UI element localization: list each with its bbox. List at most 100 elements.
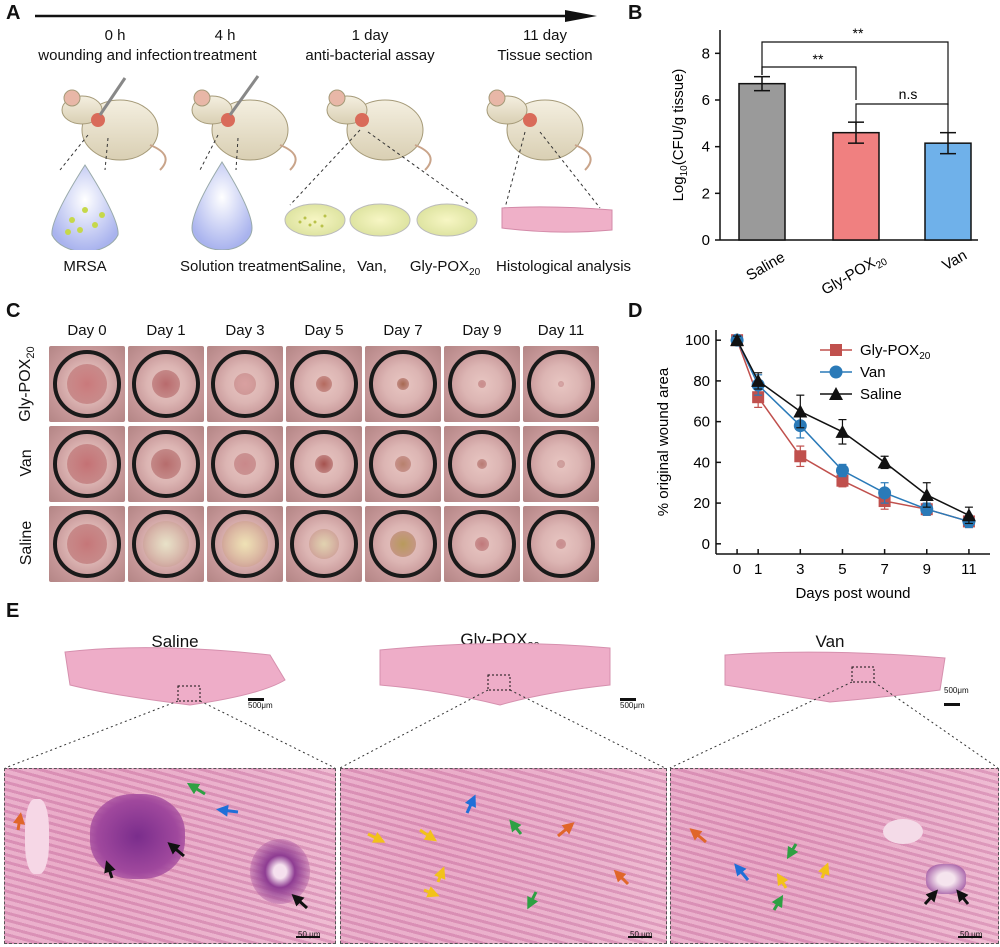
wound-area [234, 373, 256, 395]
overview-gly [379, 642, 611, 706]
arrow-blue [465, 794, 476, 814]
timeline-arrow [35, 10, 597, 22]
splint-ring [132, 510, 200, 578]
mouse-illustrations [51, 75, 613, 250]
wound-photo [365, 346, 441, 422]
sig-bracket [855, 103, 949, 132]
scale-zoom-van: 50 μm [960, 930, 983, 939]
wound-photo [49, 346, 125, 422]
wound-area [67, 444, 107, 484]
zoom-box-saline [177, 685, 201, 702]
arrow-black [167, 842, 185, 858]
splint-ring [527, 350, 595, 418]
arrow-yellow [367, 831, 386, 843]
splint-ring [132, 350, 200, 418]
legend-label: Van [860, 364, 886, 381]
series-line [736, 339, 970, 523]
wound-area [143, 521, 189, 567]
timeline-time-0: 0 h [104, 27, 126, 44]
x-tick-label: Gly-POX20 [819, 249, 890, 300]
splint-ring [53, 430, 121, 498]
wound-photo [286, 426, 362, 502]
mouse-4 [486, 89, 601, 209]
wound-area [67, 364, 107, 404]
timeline-event-3: Tissue section [497, 47, 593, 64]
x-tick-label: 7 [880, 561, 888, 578]
arrow-yellow [434, 866, 446, 883]
arrow-green [527, 891, 539, 910]
splint-ring [448, 350, 516, 418]
legend-marker [829, 365, 843, 379]
scale-overview-van: 500μm [944, 686, 969, 695]
histo-arrows [13, 782, 982, 938]
arrow-orange [557, 822, 575, 838]
legend-label: Saline [860, 386, 902, 403]
histo-title-saline: Saline [151, 632, 199, 651]
wound-photo [286, 506, 362, 582]
wound-area [152, 370, 180, 398]
sig-label: n.s [899, 86, 918, 102]
caption-gly: Gly-POX20 [409, 258, 481, 278]
scale-overview-gly: 500μm [620, 701, 645, 710]
splint-ring [211, 510, 279, 578]
x-tick-label: 11 [961, 561, 977, 578]
tissue-strip [501, 206, 613, 233]
wound-photo [286, 346, 362, 422]
data-point [752, 391, 765, 404]
y-tick-label: 80 [693, 373, 710, 390]
arrow-yellow [818, 862, 830, 879]
caption-saline: Saline, [300, 258, 346, 275]
arrow-orange [13, 812, 25, 831]
histo-overviews [4, 642, 999, 769]
vessel [883, 819, 923, 844]
arrow-green [771, 894, 784, 911]
wound-area [315, 455, 333, 473]
wound-photo [444, 426, 520, 502]
wound-photo [365, 506, 441, 582]
wound-area [395, 456, 411, 472]
data-point [794, 450, 807, 463]
data-point [920, 502, 934, 516]
wound-photo [523, 426, 599, 502]
overview-saline [64, 647, 286, 706]
series-line [736, 339, 970, 523]
wound-area [475, 537, 489, 551]
wound-photo [49, 506, 125, 582]
panel-a-letter: A [6, 2, 21, 24]
wound-photo [523, 346, 599, 422]
wound-photo [207, 506, 283, 582]
sig-label: ** [813, 51, 824, 67]
wound-photo [128, 426, 204, 502]
y-tick-label: 40 [693, 454, 710, 471]
legend-marker [829, 387, 843, 400]
y-tick-label: 4 [702, 139, 710, 156]
arrow-orange [689, 828, 707, 844]
splint-ring [448, 510, 516, 578]
sig-label: ** [853, 25, 864, 41]
wound-photo [207, 346, 283, 422]
wound-photo [128, 346, 204, 422]
day-header: Day 7 [383, 322, 423, 339]
timeline-event-1: treatment [193, 47, 257, 64]
y-tick-label: 100 [685, 332, 710, 349]
solution-drop [191, 161, 253, 250]
x-axis-label: Days post wound [795, 585, 910, 602]
splint-ring [369, 510, 437, 578]
bar [832, 131, 880, 241]
wound-photo [444, 346, 520, 422]
wound-area [151, 449, 181, 479]
x-tick-label: 5 [838, 561, 846, 578]
histo-zoom-van [670, 768, 999, 944]
y-tick-label: 20 [693, 495, 710, 512]
y-tick-label: 8 [702, 45, 710, 62]
panel-e-letter: E [6, 600, 20, 622]
data-point [751, 373, 766, 387]
y-axis-label: % original wound area [655, 367, 672, 516]
panel-b-letter: B [628, 2, 643, 24]
y-axis-label: Log10(CFU/g tissue) [670, 69, 690, 202]
mouse-3 [289, 89, 471, 206]
y-tick-label: 0 [702, 232, 710, 249]
splint-ring [527, 510, 595, 578]
splint-ring [369, 350, 437, 418]
